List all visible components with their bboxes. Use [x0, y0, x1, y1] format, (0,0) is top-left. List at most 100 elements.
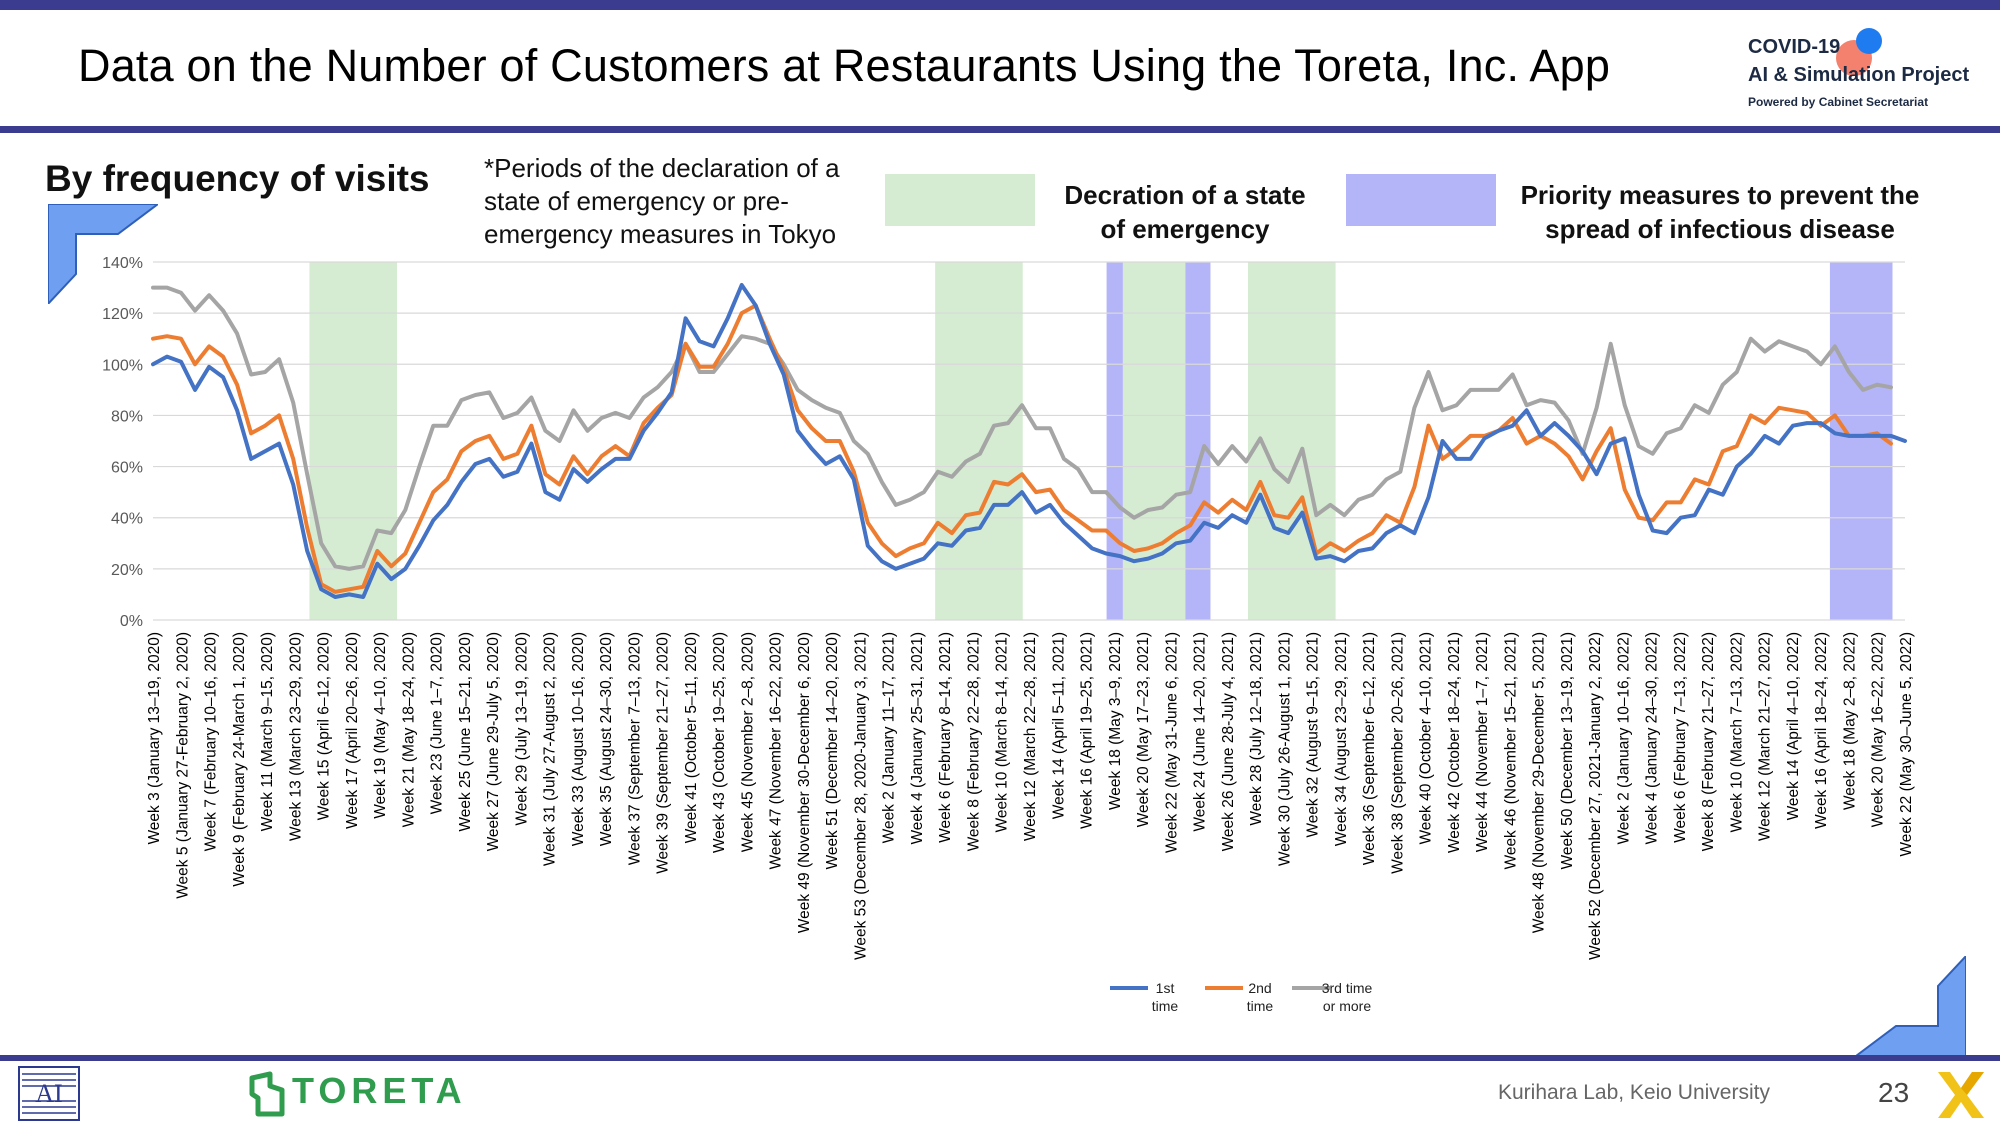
x-tick-label: Week 15 (April 6–12, 2020): [316, 632, 333, 820]
x-tick-label: Week 29 (July 13–19, 2020): [513, 632, 530, 826]
x-tick-label: Week 33 (August 10–16, 2020): [570, 632, 587, 846]
x-tick-label: Week 34 (August 23–29, 2021): [1333, 632, 1350, 846]
emergency-legend-label: Decration of a state of emergency: [1040, 178, 1330, 246]
chart-legend: 1st time 2nd time 3rd time or more: [1110, 980, 1372, 1014]
x-tick-label: Week 10 (March 8–14, 2021): [994, 632, 1011, 832]
x-logo-icon: [1938, 1072, 1984, 1118]
toreta-logo-text: TORETA: [292, 1070, 467, 1111]
x-tick-label: Week 40 (October 4–10, 2021): [1418, 632, 1435, 845]
chart-subtitle: By frequency of visits: [45, 158, 430, 199]
page-number: 23: [1878, 1077, 1910, 1108]
priority-band: [1829, 262, 1893, 620]
brand-line-2: AI & Simulation Project: [1748, 64, 1970, 86]
x-axis-ticks: Week 3 (January 13–19, 2020) Week 5 (Janu…: [146, 632, 1915, 960]
x-tick-label: Week 12 (March 21–27, 2022): [1757, 632, 1774, 841]
x-tick-label: Week 37 (September 7–13, 2020): [626, 632, 643, 865]
header-rule: [0, 126, 2000, 133]
brand-blue-dot: [1856, 28, 1882, 54]
y-tick-label: 120%: [102, 306, 143, 323]
x-tick-label: Week 20 (May 17–23, 2021): [1135, 632, 1152, 827]
emergency-legend-line: Decration of a state: [1064, 180, 1306, 210]
emergency-legend-swatch: [885, 174, 1035, 226]
period-note-line: state of emergency or pre-: [484, 186, 789, 216]
y-tick-label: 100%: [102, 357, 143, 374]
period-note-line: emergency measures in Tokyo: [484, 219, 837, 249]
priority-legend-line: spread of infectious disease: [1545, 214, 1895, 244]
x-tick-label: Week 42 (October 18–24, 2021): [1446, 632, 1463, 853]
x-tick-label: Week 13 (March 23–29, 2020): [287, 632, 304, 841]
x-tick-label: Week 11 (March 9–15, 2020): [259, 632, 276, 831]
x-tick-label: Week 6 (February 7–13, 2022): [1672, 632, 1689, 843]
x-tick-label: Week 30 (July 26-August 1, 2021): [1276, 632, 1293, 866]
chart-series: [151, 283, 1907, 599]
x-tick-label: Week 50 (December 13–19, 2021): [1559, 632, 1576, 870]
x-tick-label: Week 18 (May 3–9, 2021): [1107, 632, 1124, 810]
x-tick-label: Week 35 (August 24–30, 2020): [598, 632, 615, 846]
x-tick-label: Week 32 (August 9–15, 2021): [1305, 632, 1322, 838]
x-tick-label: Week 47 (November 16–22, 2020): [768, 632, 785, 870]
legend-label: time: [1152, 998, 1179, 1014]
footer-rule: [0, 1055, 2000, 1061]
x-tick-label: Week 21 (May 18–24, 2020): [400, 632, 417, 827]
priority-band: [1106, 262, 1123, 620]
x-tick-label: Week 17 (April 20–26, 2020): [344, 632, 361, 829]
x-tick-label: Week 22 (May 31-June 6, 2021): [1163, 632, 1180, 853]
x-tick-label: Week 31 (July 27-August 2, 2020): [542, 632, 559, 866]
priority-legend-label: Priority measures to prevent the spread …: [1500, 178, 1940, 246]
legend-label: 2nd: [1248, 980, 1271, 996]
emergency-band: [1122, 262, 1186, 620]
x-tick-label: Week 12 (March 22–28, 2021): [1022, 632, 1039, 841]
x-tick-label: Week 9 (February 24-March 1, 2020): [231, 632, 248, 887]
x-tick-label: Week 27 (June 29-July 5, 2020): [485, 632, 502, 851]
footer-credit: Kurihara Lab, Keio University: [1498, 1081, 1770, 1104]
x-tick-label: Week 38 (September 20–26, 2021): [1389, 632, 1406, 874]
brand-line-1: COVID-19: [1748, 36, 1841, 58]
x-tick-label: Week 18 (May 2–8, 2022): [1842, 632, 1859, 810]
x-tick-label: Week 25 (June 15–21, 2020): [457, 632, 474, 832]
priority-band: [1185, 262, 1211, 620]
page-title: Data on the Number of Customers at Resta…: [78, 40, 1611, 91]
legend-label: or more: [1323, 998, 1371, 1014]
y-tick-label: 60%: [111, 460, 143, 477]
x-tick-label: Week 4 (January 25–31, 2021): [909, 632, 926, 845]
x-tick-label: Week 41 (October 5–11, 2020): [683, 632, 700, 843]
emergency-legend-line: of emergency: [1100, 214, 1270, 244]
period-note-line: *Periods of the declaration of a: [484, 153, 840, 183]
svg-text:AI: AI: [35, 1079, 62, 1108]
x-tick-label: Week 6 (February 8–14, 2021): [937, 632, 954, 843]
x-tick-label: Week 46 (November 15–21, 2021): [1502, 632, 1519, 870]
y-tick-label: 140%: [102, 255, 143, 272]
x-tick-label: Week 2 (January 11–17, 2021): [881, 632, 898, 843]
emergency-band: [309, 262, 398, 620]
y-tick-label: 20%: [111, 562, 143, 579]
x-tick-label: Week 8 (February 21–27, 2022): [1700, 632, 1717, 851]
x-tick-label: Week 52 (December 27, 2021-January 2, 20…: [1587, 632, 1604, 960]
x-tick-label: Week 4 (January 24–30, 2022): [1644, 632, 1661, 845]
x-tick-label: Week 48 (November 29-December 5, 2021): [1531, 632, 1548, 933]
x-tick-label: Week 53 (December 28, 2020-January 3, 20…: [853, 632, 870, 960]
x-tick-label: Week 14 (April 5–11, 2021): [1050, 632, 1067, 819]
x-tick-label: Week 28 (July 12–18, 2021): [1248, 632, 1265, 826]
x-tick-label: Week 43 (October 19–25, 2020): [711, 632, 728, 853]
legend-label: time: [1247, 998, 1274, 1014]
legend-label: 3rd time: [1322, 980, 1373, 996]
emergency-band: [935, 262, 1023, 620]
x-tick-label: Week 39 (September 21–27, 2020): [655, 632, 672, 874]
x-tick-label: Week 3 (January 13–19, 2020): [146, 632, 163, 845]
x-tick-label: Week 44 (November 1–7, 2021): [1474, 632, 1491, 852]
x-tick-label: Week 16 (April 19–25, 2021): [1079, 632, 1096, 829]
project-brand: COVID-19 AI & Simulation Project Powered…: [1748, 28, 1988, 114]
x-tick-label: Week 8 (February 22–28, 2021): [966, 632, 983, 851]
x-tick-label: Week 49 (November 30-December 6, 2020): [796, 632, 813, 933]
line-chart: 0% 20% 40% 60% 80% 100% 120% 140% Week 3 (Janua…: [102, 255, 1915, 1014]
x-tick-label: Week 5 (January 27-February 2, 2020): [174, 632, 191, 899]
legend-label: 1st: [1156, 980, 1175, 996]
x-tick-label: Week 23 (June 1–7, 2020): [429, 632, 446, 814]
series-line: [151, 285, 1893, 571]
y-axis-ticks: 0% 20% 40% 60% 80% 100% 120% 140%: [102, 255, 143, 630]
x-tick-label: Week 45 (November 2–8, 2020): [739, 632, 756, 852]
corner-decoration-icon: [48, 204, 158, 304]
toreta-logo-icon: [249, 1071, 285, 1117]
period-bands: [309, 262, 1893, 620]
period-note: *Periods of the declaration of a state o…: [484, 152, 884, 251]
